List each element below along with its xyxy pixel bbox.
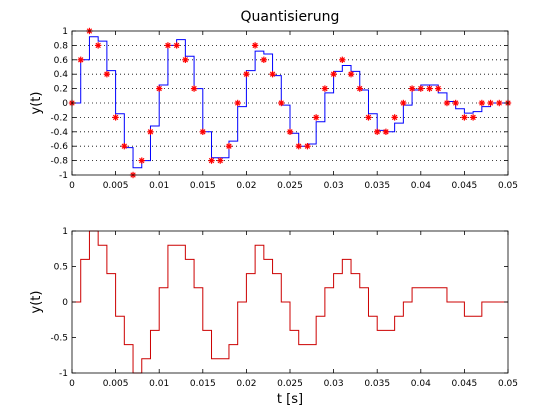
top-sample-marker xyxy=(487,99,494,107)
top-y-tick-label: 0 xyxy=(62,99,68,109)
top-ticks: 0 0.005 0.01 0.015 0.02 0.025 0.03 0.035 0.04 0.0… xyxy=(50,27,518,191)
top-sample-marker xyxy=(443,99,451,107)
top-sample-marker xyxy=(347,71,355,78)
top-sample-marker xyxy=(496,99,503,107)
bottom-y-tick-label: 0 xyxy=(62,298,68,308)
top-sample-marker xyxy=(164,42,172,49)
top-sample-marker xyxy=(112,114,119,121)
top-sample-marker xyxy=(173,42,180,49)
top-sample-marker xyxy=(321,85,329,92)
top-sample-marker xyxy=(138,157,145,164)
top-sample-marker xyxy=(182,56,189,63)
top-y-tick-label: -0.8 xyxy=(50,157,68,167)
top-sample-marker xyxy=(356,85,363,92)
top-y-tick-label: -0.2 xyxy=(50,113,68,123)
top-sample-marker xyxy=(190,85,198,92)
top-sample-marker xyxy=(452,99,459,107)
bottom-y-tick-label: 1 xyxy=(62,227,68,237)
top-sample-marker xyxy=(260,56,268,63)
top-y-axis-label: y(t) xyxy=(29,92,44,115)
top-axes-background xyxy=(72,31,508,175)
top-y-tick-label: 0.2 xyxy=(54,85,68,95)
bottom-x-axis-label: t [s] xyxy=(277,392,303,407)
top-sample-marker xyxy=(365,114,372,121)
top-sample-marker xyxy=(208,157,215,164)
top-y-tick-label: 0.6 xyxy=(54,56,69,66)
top-sample-marker xyxy=(199,128,206,135)
bottom-x-tick-label: 0.035 xyxy=(364,379,390,389)
top-y-tick-label: -1 xyxy=(59,171,68,181)
top-sample-marker xyxy=(94,42,102,49)
top-x-tick-label: 0.01 xyxy=(149,181,169,191)
top-sample-marker xyxy=(417,85,424,92)
top-y-tick-label: -0.4 xyxy=(50,128,68,138)
top-sample-marker xyxy=(217,157,224,164)
top-x-tick-label: 0.04 xyxy=(411,181,431,191)
top-sample-marker xyxy=(478,99,486,107)
bottom-x-tick-label: 0.05 xyxy=(498,379,518,389)
bottom-x-tick-label: 0.01 xyxy=(149,379,169,389)
top-sample-marker xyxy=(400,99,407,107)
top-sample-marker xyxy=(374,128,381,135)
top-sample-marker xyxy=(121,143,128,150)
top-sample-marker xyxy=(156,85,163,92)
top-sample-marker xyxy=(295,143,302,150)
top-x-tick-label: 0.05 xyxy=(498,181,518,191)
top-sample-marker xyxy=(435,85,442,92)
top-subplot: 0 0.005 0.01 0.015 0.02 0.025 0.03 0.035 0.04 0.0… xyxy=(29,9,518,191)
top-sample-marker xyxy=(147,128,154,135)
top-sample-marker xyxy=(243,71,250,78)
top-sample-marker xyxy=(77,56,84,63)
top-sample-marker xyxy=(251,42,259,49)
bottom-x-tick-label: 0.005 xyxy=(103,379,129,389)
top-y-tick-label: 1 xyxy=(62,27,68,37)
top-sample-marker xyxy=(391,114,398,121)
bottom-x-tick-label: 0.025 xyxy=(277,379,303,389)
bottom-x-tick-label: 0.04 xyxy=(411,379,431,389)
top-sample-marker xyxy=(278,99,285,107)
top-x-tick-label: 0 xyxy=(69,181,75,191)
bottom-x-tick-label: 0.02 xyxy=(236,379,256,389)
top-sample-marker xyxy=(382,128,390,135)
top-y-tick-label: 0.4 xyxy=(54,70,69,80)
top-sample-marker xyxy=(103,71,111,78)
top-sample-marker xyxy=(330,71,337,78)
top-sample-marker xyxy=(286,128,294,135)
bottom-y-tick-label: -0.5 xyxy=(50,334,68,344)
top-sample-marker xyxy=(461,114,468,121)
top-sample-marker xyxy=(339,56,346,63)
top-x-tick-label: 0.03 xyxy=(324,181,344,191)
bottom-y-tick-label: -1 xyxy=(59,369,68,379)
bottom-y-axis-label: y(t) xyxy=(29,291,44,314)
top-x-tick-label: 0.02 xyxy=(236,181,256,191)
top-sample-marker xyxy=(312,114,320,121)
top-sample-marker xyxy=(408,85,416,92)
bottom-x-tick-label: 0.03 xyxy=(324,379,344,389)
top-x-tick-label: 0.005 xyxy=(103,181,129,191)
top-chart-title: Quantisierung xyxy=(241,9,340,25)
top-sample-marker xyxy=(304,143,311,150)
top-sample-marker xyxy=(269,71,276,78)
bottom-x-tick-label: 0 xyxy=(69,379,75,389)
bottom-subplot: 0 0.005 0.01 0.015 0.02 0.025 0.03 0.035 0.04 0.0… xyxy=(29,227,518,407)
top-sample-marker xyxy=(469,114,477,121)
top-y-tick-label: -0.6 xyxy=(50,142,68,152)
top-x-tick-label: 0.035 xyxy=(364,181,390,191)
top-series xyxy=(68,27,512,179)
bottom-x-tick-label: 0.045 xyxy=(452,379,478,389)
bottom-y-tick-label: 0.5 xyxy=(54,263,68,273)
top-sample-marker xyxy=(234,99,241,107)
bottom-ticks: 0 0.005 0.01 0.015 0.02 0.025 0.03 0.035 0.04 0.0… xyxy=(50,227,518,389)
top-y-tick-label: 0.8 xyxy=(54,41,69,51)
top-x-tick-label: 0.045 xyxy=(452,181,478,191)
bottom-x-tick-label: 0.015 xyxy=(190,379,216,389)
top-sample-marker xyxy=(225,143,233,150)
top-sample-marker xyxy=(426,85,433,92)
top-x-tick-label: 0.015 xyxy=(190,181,216,191)
top-x-tick-label: 0.025 xyxy=(277,181,303,191)
